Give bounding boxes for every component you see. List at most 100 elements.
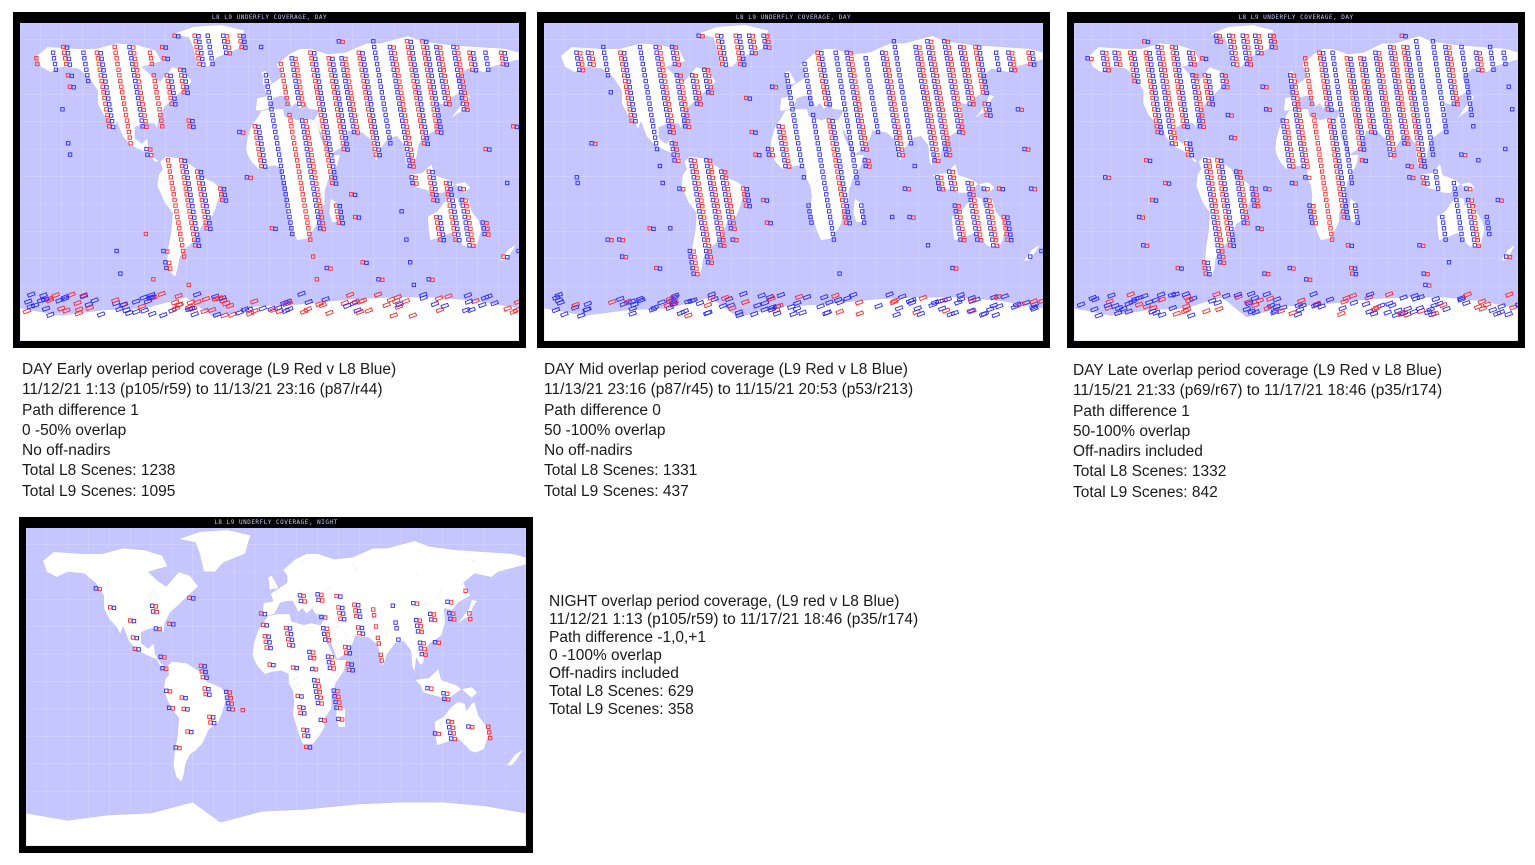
l9-scene [449, 719, 455, 725]
l8-scene [630, 301, 639, 308]
l9-scene [193, 299, 202, 306]
l9-scene [1200, 113, 1205, 118]
l9-scene [1477, 51, 1482, 56]
l9-scene [1218, 238, 1223, 243]
l8-scene [195, 238, 201, 243]
l9-scene [1159, 45, 1164, 50]
l8-scene [485, 61, 490, 67]
l8-scene [860, 209, 865, 214]
l8-scene [1420, 84, 1426, 89]
l9-scene [1284, 119, 1289, 124]
l8-scene [1418, 136, 1423, 141]
l9-scene [1288, 147, 1293, 152]
l9-scene [411, 164, 416, 169]
l8-scene [1361, 300, 1371, 308]
l8-scene [1345, 215, 1350, 220]
l9-scene [889, 85, 894, 90]
l8-scene [831, 237, 837, 242]
l8-scene [1423, 101, 1428, 106]
l9-scene [664, 85, 669, 90]
l8-scene [1349, 243, 1354, 249]
l9-scene [1476, 243, 1481, 249]
l9-scene [1172, 310, 1182, 317]
l9-scene [1390, 141, 1395, 147]
l9-scene [1392, 153, 1397, 158]
l9-scene [1242, 204, 1248, 209]
l8-scene [753, 130, 758, 135]
l8-scene [836, 67, 841, 72]
l8-scene [333, 181, 339, 186]
l8-scene [1184, 119, 1189, 124]
l8-scene [191, 209, 196, 215]
l9-scene [898, 141, 904, 147]
l9-scene [854, 85, 859, 90]
l9-scene [753, 51, 758, 56]
l9-scene [1221, 260, 1227, 266]
l8-scene [1021, 299, 1031, 306]
l8-scene [388, 141, 393, 146]
l9-scene [315, 300, 324, 308]
l9-scene [658, 51, 663, 56]
l9-scene [724, 181, 730, 186]
l9-scene [968, 307, 977, 315]
border-line [343, 632, 349, 638]
l8-scene [996, 67, 1002, 72]
l9-scene [162, 655, 167, 660]
l8-scene [1456, 214, 1462, 220]
l8-scene [627, 85, 633, 90]
l8-scene [1465, 84, 1470, 89]
l9-scene [158, 112, 163, 118]
l8-scene [866, 73, 871, 78]
l8-scene [302, 711, 307, 716]
l9-scene [702, 221, 708, 226]
l9-scene [139, 96, 144, 101]
l8-scene [122, 306, 131, 314]
l8-scene [1343, 141, 1349, 146]
l8-scene [1353, 203, 1358, 208]
l8-scene [1188, 147, 1194, 152]
l8-scene [1365, 291, 1375, 298]
l9-scene [1395, 68, 1400, 73]
l8-scene [327, 141, 332, 147]
border-line [870, 129, 874, 131]
l9-scene [993, 238, 999, 243]
l8-scene [416, 85, 421, 90]
l9-scene [119, 84, 124, 89]
l9-scene [200, 307, 209, 315]
l9-scene [452, 736, 458, 742]
l8-scene [1135, 73, 1140, 79]
l9-scene [936, 158, 941, 164]
l8-scene [109, 119, 115, 124]
l8-scene [190, 204, 195, 209]
graticule [20, 23, 519, 341]
l9-scene [344, 62, 349, 67]
l8-scene [1224, 192, 1229, 198]
l9-scene [590, 56, 595, 62]
l9-scene [1307, 175, 1312, 181]
l8-scene [670, 292, 680, 299]
l8-scene [30, 302, 40, 309]
l9-scene [953, 85, 958, 90]
l9-scene [685, 119, 691, 124]
l8-scene [1132, 56, 1138, 62]
l8-scene [608, 90, 613, 95]
l8-scene [798, 158, 804, 163]
l8-scene [436, 113, 441, 118]
l9-scene [718, 221, 723, 226]
l9-scene [1231, 39, 1237, 45]
l8-scene [82, 56, 87, 61]
l9-scene [1320, 175, 1326, 180]
l8-scene [819, 163, 824, 169]
l8-scene [820, 169, 825, 174]
continent-antarctica [544, 296, 1043, 341]
l9-scene [1296, 107, 1302, 113]
l8-scene [808, 214, 813, 220]
l8-scene [467, 306, 476, 314]
l9-scene [421, 641, 426, 646]
l8-scene [280, 175, 286, 180]
l9-scene [22, 308, 32, 315]
l8-scene [1352, 266, 1358, 271]
l9-scene [571, 301, 581, 309]
l8-scene [985, 306, 995, 313]
l9-scene [1263, 304, 1273, 312]
